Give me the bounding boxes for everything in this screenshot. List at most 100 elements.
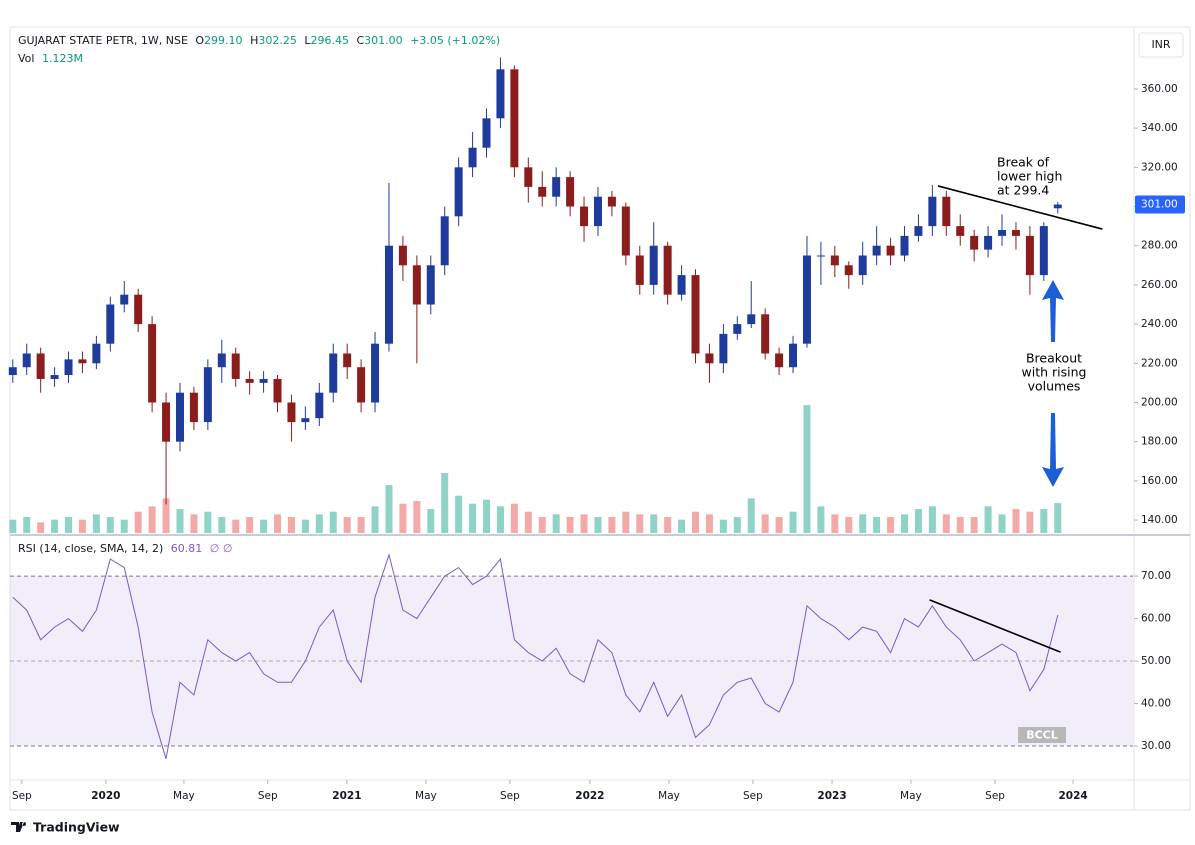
rsi-trendline — [929, 599, 1061, 653]
volume-bar — [399, 503, 407, 533]
candle-body — [231, 353, 240, 379]
volume-bar — [719, 519, 727, 533]
volume-bar — [441, 473, 449, 533]
volume-bar — [761, 514, 769, 533]
y-tick-label: 340.00 — [1141, 122, 1178, 134]
volume-bar — [1054, 503, 1062, 533]
x-tick-label: 2024 — [1058, 790, 1087, 802]
volume-bar — [887, 517, 895, 533]
x-tick-label: May — [658, 790, 680, 802]
candle-body — [928, 196, 937, 227]
candle-body — [1039, 226, 1048, 276]
candle-body — [942, 196, 951, 227]
candle-body — [64, 359, 73, 376]
candle-body — [858, 255, 867, 276]
volume-bar — [538, 517, 546, 533]
frame — [9, 26, 1191, 811]
volume-bar — [956, 517, 964, 533]
candle-body — [914, 226, 923, 236]
candle-body — [301, 418, 310, 423]
annotation: Break of — [997, 155, 1050, 170]
brand: TradingView — [33, 820, 120, 835]
candle-body — [1011, 230, 1020, 236]
y-tick-label: 360.00 — [1141, 83, 1178, 95]
y-tick-label: 320.00 — [1141, 161, 1178, 173]
y-tick-label: 140.00 — [1141, 514, 1178, 526]
y-tick-label: 60.00 — [1141, 613, 1171, 625]
candle-body — [524, 167, 533, 187]
x-tick-label: May — [173, 790, 195, 802]
volume-bar — [232, 519, 240, 533]
candle-body — [844, 265, 853, 276]
volume-bar — [1040, 509, 1048, 533]
candle-body — [329, 353, 338, 393]
candle-body — [566, 177, 575, 207]
volume-bar — [427, 509, 435, 533]
volume-bar — [594, 517, 602, 533]
y-tick-label: 200.00 — [1141, 396, 1178, 408]
y-tick-label: 40.00 — [1141, 698, 1171, 710]
volume-bar — [37, 522, 45, 533]
volume-bar — [190, 514, 198, 533]
y-tick-label: 260.00 — [1141, 279, 1178, 291]
candle-body — [775, 353, 784, 368]
volume-bar — [65, 517, 73, 533]
candle-body — [440, 216, 449, 266]
candle-body — [371, 343, 380, 403]
x-tick-label: Sep — [12, 790, 32, 802]
volume-bar — [176, 509, 184, 533]
volume-bar — [260, 519, 268, 533]
low-key: L — [304, 34, 311, 47]
candle-body — [106, 304, 115, 344]
volume-bar — [608, 517, 616, 533]
logo-mark — [11, 822, 27, 832]
volume-bar — [51, 519, 59, 533]
x-tick-label: 2021 — [332, 790, 361, 802]
price-label: 301.00 — [1141, 199, 1178, 211]
volume-bar — [928, 506, 936, 533]
high-key: H — [250, 34, 258, 47]
candle-body — [92, 343, 101, 364]
candle-body — [816, 255, 825, 257]
volume-bar — [204, 511, 212, 533]
y-tick-label: 240.00 — [1141, 318, 1178, 330]
candle-body — [426, 265, 435, 305]
volume-bar — [274, 514, 282, 533]
candle-body — [343, 353, 352, 368]
volume-bar — [900, 514, 908, 533]
volume-bar — [329, 511, 337, 533]
x-tick-label: 2023 — [817, 790, 846, 802]
volume-bar — [343, 517, 351, 533]
volume-bar — [148, 506, 156, 533]
candle-body — [22, 353, 31, 368]
y-tick-label: 180.00 — [1141, 436, 1178, 448]
candle-body — [259, 378, 268, 383]
currency-box[interactable] — [1138, 32, 1184, 58]
y-tick-label: 50.00 — [1141, 655, 1171, 667]
volume-bar — [315, 514, 323, 533]
volume-bar — [106, 517, 114, 533]
volume-bar — [469, 503, 477, 533]
volume-bar — [998, 514, 1006, 533]
candle-body — [802, 255, 811, 344]
candle-body — [1053, 204, 1062, 209]
change: +3.05 (+1.02%) — [410, 34, 500, 47]
candle-body — [663, 245, 672, 295]
open-value: 299.10 — [204, 34, 243, 47]
down-arrow — [1042, 413, 1064, 487]
candle-body — [203, 367, 212, 423]
volume-bar — [789, 511, 797, 533]
plot — [8, 57, 1133, 759]
volume-bar — [23, 517, 31, 533]
low-value: 296.45 — [310, 34, 349, 47]
volume-bar — [162, 498, 170, 533]
annotation: with rising — [1022, 365, 1087, 380]
volume-bar — [622, 511, 630, 533]
volume-bar — [120, 519, 128, 533]
volume-bar — [9, 519, 17, 533]
candle-body — [510, 69, 519, 168]
volume-bar — [524, 511, 532, 533]
volume-bar — [301, 519, 309, 533]
volume-value: 1.123M — [42, 52, 83, 65]
currency[interactable]: INR — [1151, 38, 1170, 51]
